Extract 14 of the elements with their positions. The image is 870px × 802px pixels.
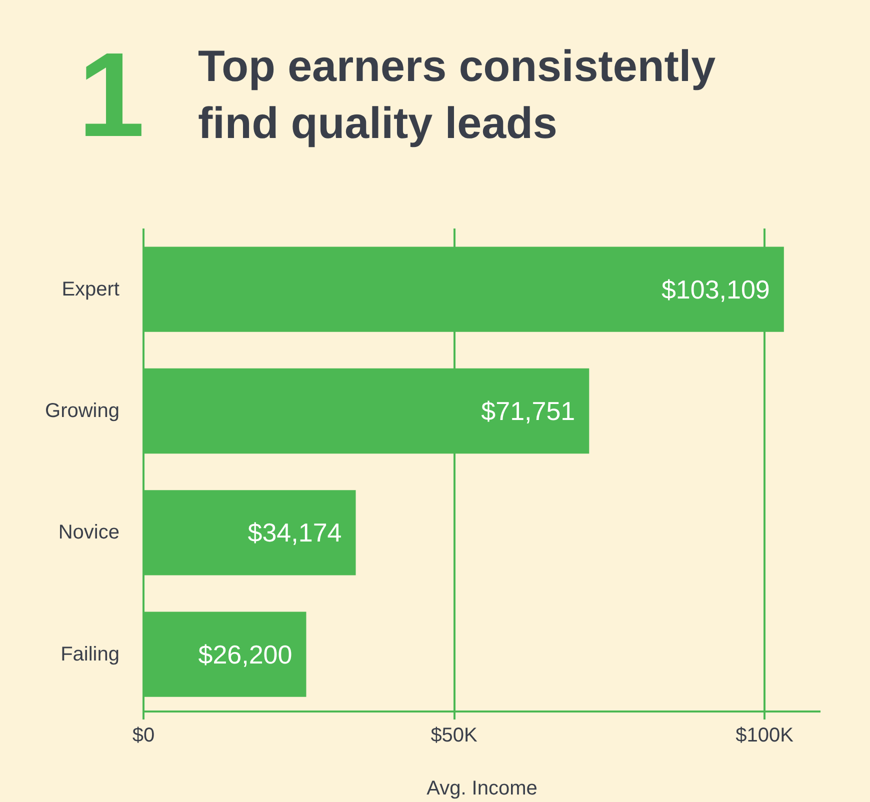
data-label: $71,751	[481, 396, 576, 426]
data-label: $26,200	[198, 639, 292, 670]
x-tick-label: $0	[132, 724, 155, 746]
y-tick-label: Failing	[60, 643, 120, 666]
data-label: $103,109	[661, 274, 770, 304]
x-tick-label: $50K	[430, 724, 478, 746]
y-tick-label: Growing	[45, 400, 120, 422]
data-label: $34,174	[248, 518, 342, 548]
y-tick-label: Expert	[62, 278, 120, 300]
y-tick-label: Novice	[58, 522, 120, 544]
chart-title: Top earners consistently find quality leads	[198, 40, 717, 150]
x-tick-label: $100K	[736, 724, 794, 746]
x-axis-title: Avg. Income	[426, 778, 538, 800]
text: 1	[78, 28, 146, 162]
